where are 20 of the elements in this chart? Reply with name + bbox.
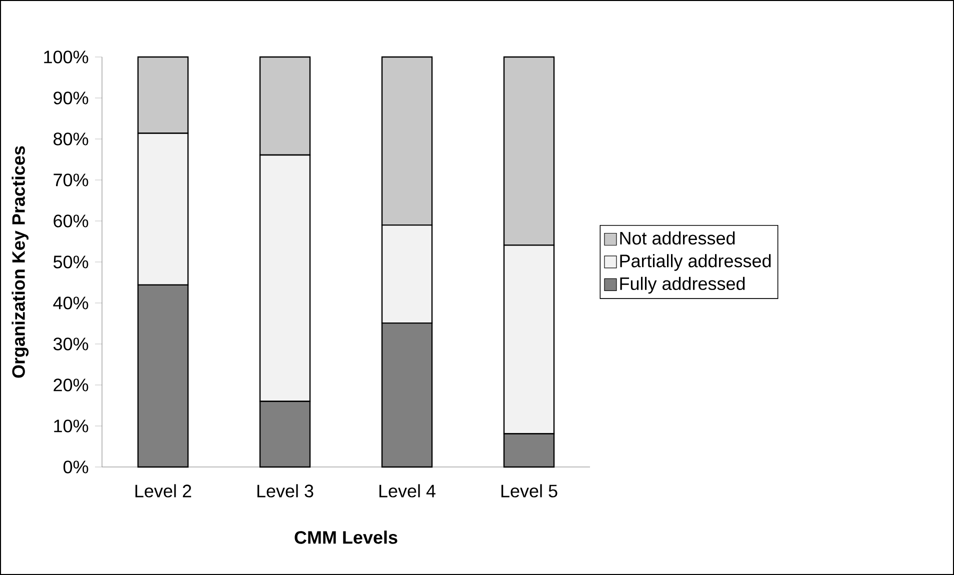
y-tick-label: 90%: [54, 92, 88, 104]
y-axis-title: Organization Key Practices: [12, 146, 29, 378]
x-tick-label: Level 5: [501, 484, 558, 498]
y-tick-label: 100%: [44, 50, 88, 64]
y-tick-label: 10%: [54, 420, 88, 432]
y-tick-label: 0%: [63, 460, 88, 474]
y-tick-label: 80%: [54, 132, 88, 146]
y-tick-label: 60%: [54, 214, 88, 228]
x-tick-label: Level 4: [379, 484, 436, 498]
y-tick-label: 50%: [54, 256, 88, 268]
y-tick-label: 20%: [54, 378, 88, 392]
legend-label: Not addressed: [620, 231, 735, 245]
y-tick-label: 30%: [53, 338, 88, 350]
y-tick-label: 70%: [54, 174, 88, 186]
y-tick-label: 40%: [53, 296, 88, 310]
x-tick-label: Level 2: [135, 484, 192, 498]
legend-label: Fully addressed: [620, 276, 745, 294]
x-axis-title: CMM Levels: [294, 530, 398, 544]
x-tick-label: Level 3: [257, 484, 314, 498]
legend-label: Partially addressed: [620, 254, 771, 271]
